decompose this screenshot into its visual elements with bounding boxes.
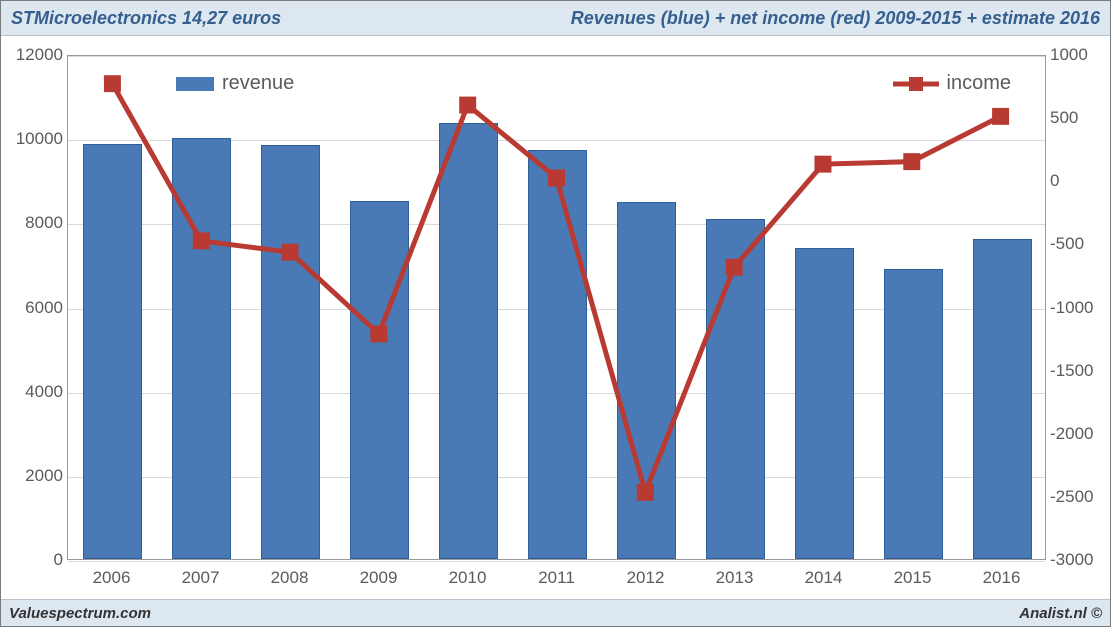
xtick-label: 2009	[360, 568, 398, 588]
bar-revenue	[617, 202, 676, 559]
chart-frame: STMicroelectronics 14,27 euros Revenues …	[0, 0, 1111, 627]
bar-revenue	[706, 219, 765, 559]
xtick-label: 2016	[983, 568, 1021, 588]
income-marker	[815, 156, 831, 172]
bar-revenue	[973, 239, 1032, 559]
ytick-right: 500	[1050, 108, 1106, 128]
bar-revenue	[528, 150, 587, 559]
legend-income: income	[893, 72, 1011, 95]
legend-revenue-label: revenue	[222, 72, 294, 95]
ytick-right: -1500	[1050, 361, 1106, 381]
xtick-label: 2010	[449, 568, 487, 588]
ytick-right: -3000	[1050, 550, 1106, 570]
bar-revenue	[261, 145, 320, 559]
footer-right-text: Analist.nl ©	[1019, 605, 1102, 622]
xtick-label: 2011	[538, 568, 575, 588]
legend-revenue-swatch	[176, 77, 214, 91]
bar-revenue	[884, 269, 943, 559]
xtick-label: 2012	[627, 568, 665, 588]
ytick-left: 6000	[5, 298, 63, 318]
plot-area: revenue income	[67, 55, 1046, 560]
income-marker	[904, 154, 920, 170]
chart-footer: Valuespectrum.com Analist.nl ©	[1, 599, 1110, 626]
ytick-right: 1000	[1050, 45, 1106, 65]
ytick-left: 0	[5, 550, 63, 570]
income-marker	[460, 97, 476, 113]
ytick-right: -1000	[1050, 298, 1106, 318]
xtick-label: 2015	[894, 568, 932, 588]
legend-revenue: revenue	[176, 72, 294, 95]
xtick-label: 2014	[805, 568, 843, 588]
ytick-right: -500	[1050, 234, 1106, 254]
bar-revenue	[350, 201, 409, 559]
legend-income-swatch	[893, 74, 939, 94]
ytick-right: -2500	[1050, 487, 1106, 507]
gridline	[68, 561, 1045, 562]
header-title-left: STMicroelectronics 14,27 euros	[11, 8, 281, 29]
ytick-left: 10000	[5, 129, 63, 149]
header-title-right: Revenues (blue) + net income (red) 2009-…	[571, 8, 1100, 29]
ytick-left: 2000	[5, 466, 63, 486]
xtick-label: 2013	[716, 568, 754, 588]
chart-header: STMicroelectronics 14,27 euros Revenues …	[1, 1, 1110, 36]
ytick-left: 8000	[5, 213, 63, 233]
xtick-label: 2006	[93, 568, 131, 588]
ytick-right: -2000	[1050, 424, 1106, 444]
xtick-label: 2008	[271, 568, 309, 588]
bar-revenue	[795, 248, 854, 559]
xtick-label: 2007	[182, 568, 220, 588]
legend-income-label: income	[947, 72, 1011, 95]
ytick-left: 12000	[5, 45, 63, 65]
gridline	[68, 56, 1045, 57]
income-marker	[104, 76, 120, 92]
ytick-right: 0	[1050, 171, 1106, 191]
footer-left-text: Valuespectrum.com	[9, 605, 151, 622]
bar-revenue	[83, 144, 142, 559]
bar-revenue	[172, 138, 231, 559]
bar-revenue	[439, 123, 498, 559]
income-marker	[993, 108, 1009, 124]
ytick-left: 4000	[5, 382, 63, 402]
